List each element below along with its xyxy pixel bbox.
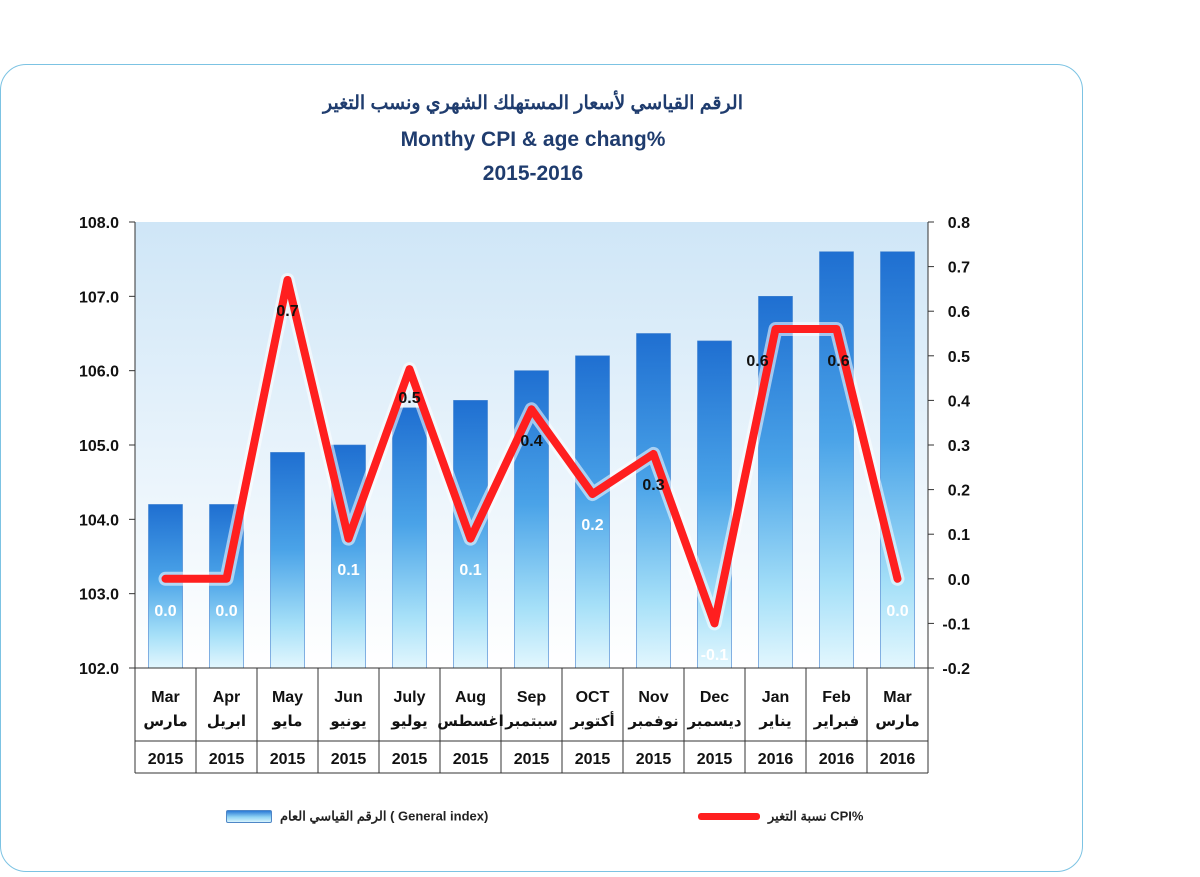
data-label-12: 0.0 [886,603,908,620]
y-right-tick-label-1: -0.1 [942,616,970,633]
bar-12 [880,251,915,669]
data-label-1: 0.0 [215,603,237,620]
data-label-11: 0.6 [827,353,849,370]
category-ar-5: اغسطس [437,712,503,730]
data-label-0: 0.0 [154,603,176,620]
category-ar-12: مارس [875,712,919,730]
y-right-tick-label-9: 0.7 [948,260,970,277]
category-year-1: 2015 [209,751,245,768]
legend-bar-label: الرقم القياسي العام ( General index) [280,808,489,824]
data-label-6: 0.4 [520,433,542,450]
legend-general-index: الرقم القياسي العام ( General index) [226,808,488,825]
y-right-tick-label-5: 0.3 [948,438,970,455]
category-en-8: Nov [638,689,668,706]
y-right-tick-label-6: 0.4 [948,393,970,410]
cpi-change-line [161,275,902,628]
category-year-10: 2016 [758,751,794,768]
category-en-5: Aug [455,689,486,706]
y-right-tick-label-3: 0.1 [948,527,970,544]
data-label-8: 0.3 [642,477,664,494]
category-year-5: 2015 [453,751,489,768]
y-right-tick-label-7: 0.5 [948,349,970,366]
y-left-tick-label-0: 102.0 [79,661,119,678]
category-en-1: Apr [213,689,241,706]
y-right-tick-label-0: -0.2 [942,661,970,678]
bar-2 [270,452,305,669]
category-ar-10: يناير [758,712,791,730]
category-year-4: 2015 [392,751,428,768]
category-ar-3: يونيو [329,712,366,730]
category-ar-9: ديسمبر [686,712,741,730]
y-left-tick-label-6: 108.0 [79,215,119,232]
data-label-10: 0.6 [746,353,768,370]
data-label-5: 0.1 [459,562,481,579]
data-label-9: -0.1 [701,647,729,664]
y-right-tick-label-10: 0.8 [948,215,970,232]
category-ar-6: سبتمبر [504,712,558,730]
data-label-3: 0.1 [337,562,359,579]
category-year-2: 2015 [270,751,306,768]
bar-4 [392,407,427,669]
y-right-tick-label-8: 0.6 [948,304,970,321]
category-en-9: Dec [700,689,729,706]
category-year-0: 2015 [148,751,184,768]
bar-0 [148,504,183,669]
legend-bar-swatch [226,810,272,824]
category-en-4: July [393,689,425,706]
category-year-9: 2015 [697,751,733,768]
legend-line-swatch [698,813,760,821]
category-ar-0: مارس [143,712,187,730]
line-series: 0.0 0.0 0.7 0.1 0.5 0.1 0.4 0.2 0.3 -0.1 0.6 0.6 0.0 [154,272,909,664]
y-left-tick-label-3: 105.0 [79,438,119,455]
chart-title-years: 2015-2016 [482,162,584,185]
legend-cpi-change: نسبة التغير CPI% [698,808,863,825]
y-right-tick-label-4: 0.2 [948,483,970,500]
category-year-7: 2015 [575,751,611,768]
category-ar-8: نوفمبر [627,712,678,730]
category-ar-7: أكتوبر [569,711,614,730]
bar-11 [819,251,854,669]
category-ar-1: ابريل [207,712,246,730]
bar-series [148,251,915,669]
data-label-2: 0.7 [276,303,298,320]
axes: 102.0 103.0 104.0 105.0 106.0 107.0 108.0 -0.2 -… [79,215,970,678]
data-label-4: 0.5 [398,390,420,407]
category-en-10: Jan [762,689,790,706]
bar-7 [575,355,610,669]
y-left-tick-label-5: 107.0 [79,289,119,306]
category-en-0: Mar [151,689,179,706]
category-en-6: Sep [517,689,547,706]
category-year-11: 2016 [819,751,855,768]
category-ar-2: مايو [272,712,303,730]
y-right-tick-label-2: 0.0 [948,572,970,589]
category-en-3: Jun [334,689,362,706]
y-left-tick-label-2: 104.0 [79,512,119,529]
category-year-3: 2015 [331,751,367,768]
data-label-7: 0.2 [581,517,603,534]
chart-title-english: Monthy CPI & age chang% [400,128,666,151]
category-en-2: May [272,689,303,706]
category-ar-11: فبراير [813,712,859,730]
category-en-12: Mar [883,689,911,706]
category-ar-4: يوليو [390,712,427,730]
category-table: Mar مارس 2015 Apr ابريل 2015 May مايو 2015 Jun يون… [134,667,929,774]
chart-title-arabic: الرقم القياسي لأسعار المستهلك الشهري ونس… [323,93,743,114]
category-year-6: 2015 [514,751,550,768]
category-year-8: 2015 [636,751,672,768]
y-left-tick-label-1: 103.0 [79,587,119,604]
y-left-tick-label-4: 106.0 [79,364,119,381]
legend-line-label: نسبة التغير CPI% [768,808,864,824]
category-en-11: Feb [822,689,851,706]
category-en-7: OCT [576,689,610,706]
category-year-12: 2016 [880,751,916,768]
